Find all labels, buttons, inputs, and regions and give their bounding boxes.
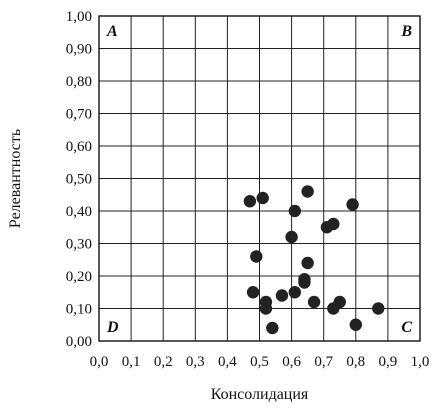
x-tick-label: 0,4 [218,354,237,370]
data-point [301,256,314,270]
data-point [246,286,260,299]
quadrant-label-b: B [400,23,412,40]
data-point [349,318,362,331]
data-point [266,321,279,335]
y-tick-label: 0,10 [66,302,92,318]
x-tick-label: 1,0 [411,354,430,370]
data-point [346,198,359,211]
data-point [327,217,340,231]
x-tick-label: 0,8 [346,354,365,370]
data-point [275,289,289,302]
x-tick-label: 0,3 [186,354,205,370]
data-point [250,250,263,263]
quadrant-label-a: A [106,23,118,40]
data-point [301,185,314,198]
data-point [259,302,273,315]
y-tick-label: 0,50 [66,172,92,188]
y-tick-label: 0,20 [66,269,92,285]
data-point [243,195,257,208]
y-tick-label: 0,40 [66,204,92,220]
x-tick-label: 0,5 [250,354,269,370]
x-tick-label: 0,2 [154,354,173,370]
x-tick-label: 0,1 [122,354,141,370]
y-tick-label: 1,00 [66,9,92,25]
data-point [288,286,302,299]
data-point [285,230,298,244]
y-tick-label: 0,80 [66,74,92,90]
x-tick-label: 0,7 [314,354,333,370]
y-tick-label: 0,00 [66,334,92,350]
data-points [243,185,385,335]
data-point [327,302,340,315]
quadrant-label-c: C [401,319,412,336]
y-axis-label: Релевантность [7,129,24,228]
data-point [298,276,311,289]
data-point [256,191,269,205]
x-tick-label: 0,0 [90,354,109,370]
x-tick-label: 0,9 [379,354,398,370]
x-tick-label: 0,6 [282,354,301,370]
data-point [307,295,321,309]
y-tick-label: 0,70 [66,107,92,123]
x-axis-ticks: 0,0 0,1 0,2 0,3 0,4 0,5 0,6 0,7 0,8 0,9 1,0 [90,354,430,370]
plot-frame [98,15,421,342]
y-tick-label: 0,90 [66,42,92,58]
x-axis-label: Консолидация [211,386,309,403]
quadrant-label-d: D [106,319,119,336]
y-tick-label: 0,60 [66,139,92,155]
y-axis-ticks: 0,00 0,10 0,20 0,30 0,40 0,50 0,60 0,70 0,80 0,90… [66,9,92,350]
data-point [288,204,302,218]
data-point [372,302,385,315]
y-tick-label: 0,30 [66,237,92,253]
grid [99,16,420,341]
